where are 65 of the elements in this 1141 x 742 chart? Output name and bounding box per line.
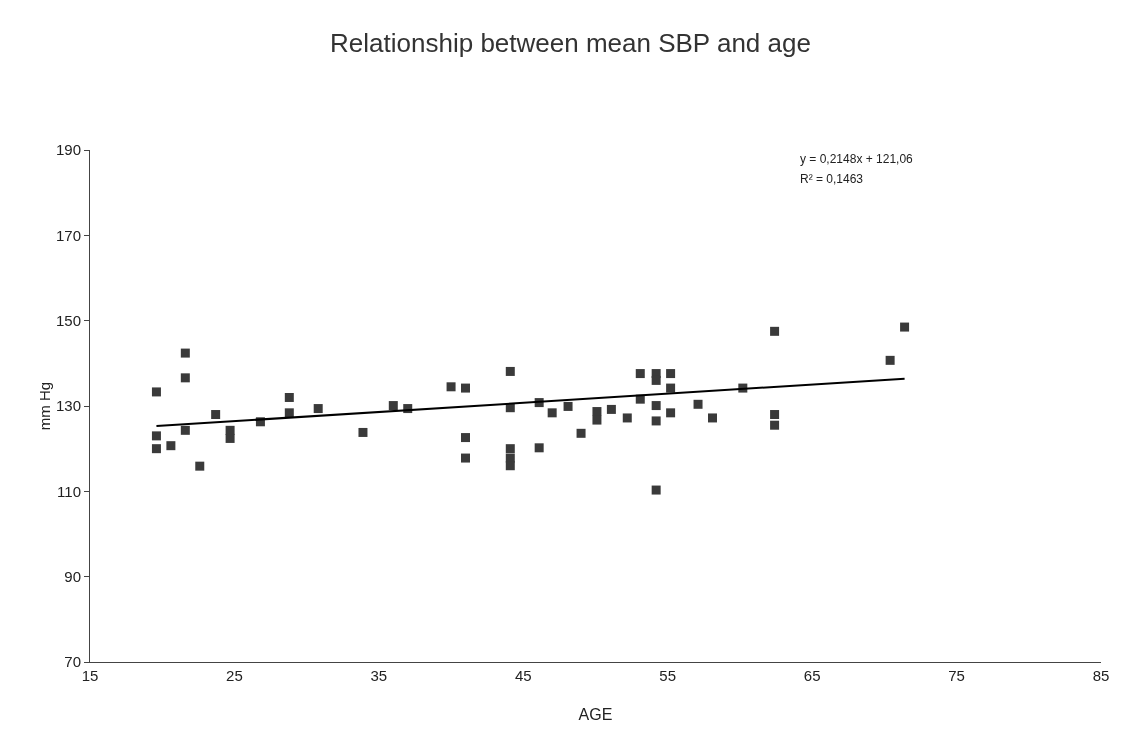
point: [446, 382, 456, 392]
point: [166, 441, 176, 451]
point: [666, 369, 676, 379]
x-tick-label: 25: [226, 667, 243, 684]
x-tick-label: 85: [1092, 667, 1110, 684]
point: [180, 425, 190, 435]
point: [284, 392, 294, 402]
point: [885, 355, 895, 365]
x-axis-title: AGE: [578, 706, 613, 723]
y-axis-title: mm Hg: [36, 381, 53, 431]
point: [211, 410, 221, 420]
point: [592, 407, 602, 417]
x-tick-label: 65: [803, 667, 821, 684]
y-tick-label: 150: [55, 311, 81, 329]
point: [563, 401, 573, 411]
point: [547, 408, 557, 418]
x-tick-label: 55: [659, 667, 677, 684]
x-tick-label: 75: [948, 667, 965, 684]
chart-title: Relationship between mean SBP and age: [330, 27, 811, 58]
point: [388, 401, 398, 411]
point: [505, 461, 515, 471]
point: [707, 413, 717, 423]
annotation: y = 0,2148x + 121,06: [800, 152, 914, 166]
point: [635, 369, 645, 379]
point: [651, 401, 661, 411]
point: [180, 373, 190, 383]
point: [651, 416, 661, 426]
x-tick-label: 35: [370, 667, 388, 684]
point: [505, 444, 515, 454]
point: [534, 443, 544, 453]
point: [693, 399, 703, 409]
y-tick-label: 170: [55, 226, 81, 244]
point: [225, 433, 235, 443]
point: [151, 444, 161, 454]
y-tick-label: 110: [57, 482, 81, 500]
x-tick-label: 15: [81, 667, 99, 684]
point: [666, 408, 676, 418]
point: [900, 322, 910, 332]
point: [770, 326, 780, 336]
point: [358, 427, 368, 437]
point: [195, 461, 205, 471]
point: [592, 415, 602, 425]
point: [461, 453, 471, 463]
point: [151, 431, 161, 441]
point: [622, 413, 632, 423]
point: [461, 383, 471, 393]
point: [651, 375, 661, 385]
point: [461, 433, 471, 443]
x-tick-label: 45: [514, 667, 532, 684]
point: [576, 428, 586, 438]
annotation: R² = 0,1463: [800, 172, 864, 186]
point: [180, 348, 190, 358]
point: [151, 387, 161, 397]
point: [666, 383, 676, 393]
point: [770, 410, 780, 420]
point: [770, 420, 780, 430]
y-tick-label: 90: [64, 567, 81, 585]
point: [651, 485, 661, 495]
point: [606, 404, 616, 414]
point: [505, 366, 515, 376]
y-tick-label: 130: [55, 397, 81, 415]
point: [284, 408, 294, 418]
point: [313, 404, 323, 414]
y-tick-label: 190: [55, 141, 81, 159]
y-tick-label: 70: [64, 653, 81, 671]
